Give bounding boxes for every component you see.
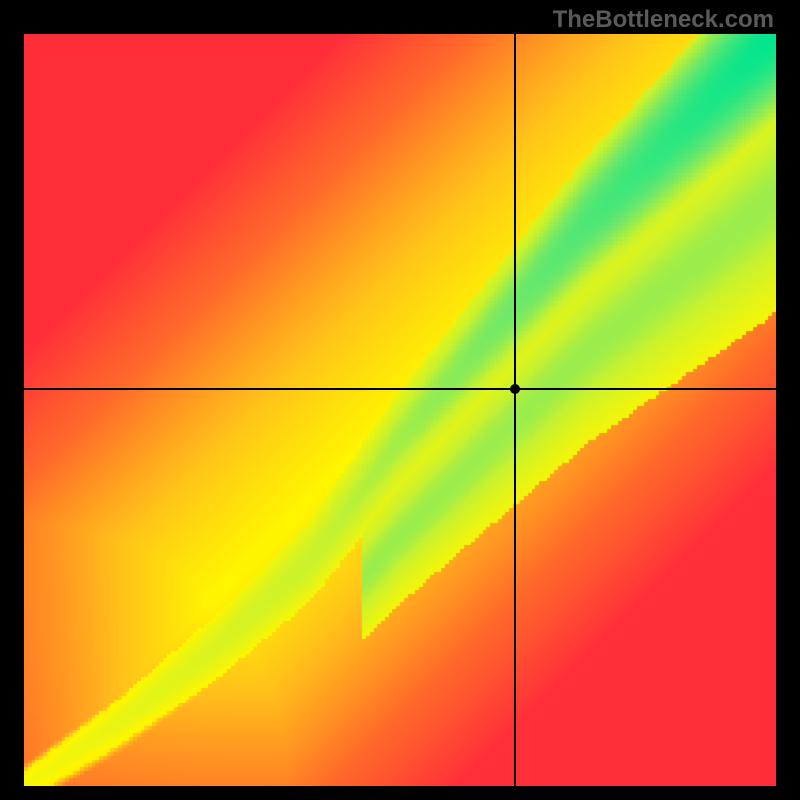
crosshair-marker: [510, 384, 520, 394]
bottleneck-heatmap: [24, 34, 776, 786]
crosshair-vertical: [514, 34, 516, 786]
watermark-text: TheBottleneck.com: [0, 6, 774, 34]
crosshair-horizontal: [24, 388, 776, 390]
